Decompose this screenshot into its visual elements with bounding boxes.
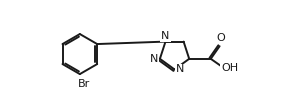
Text: O: O <box>216 33 225 43</box>
Text: N: N <box>176 64 185 74</box>
Text: N: N <box>161 31 170 41</box>
Text: N: N <box>150 54 158 64</box>
Text: OH: OH <box>221 63 238 73</box>
Text: Br: Br <box>78 79 91 89</box>
